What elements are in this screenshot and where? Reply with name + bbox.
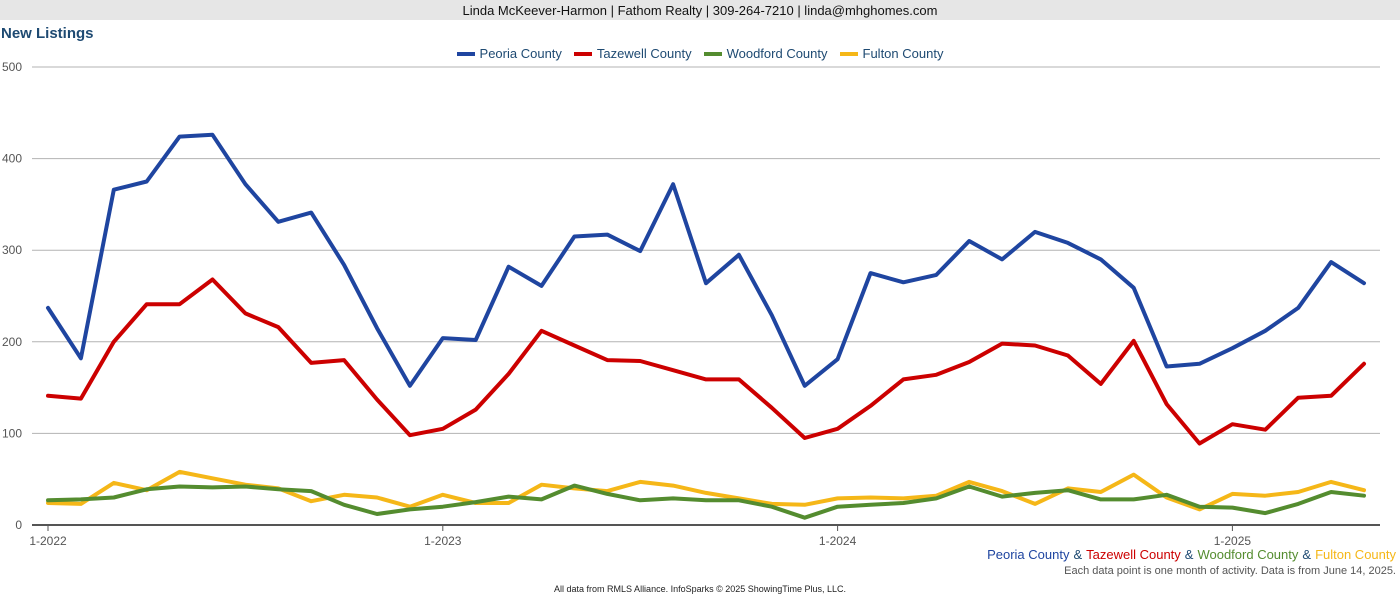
y-tick-label: 400 [2,152,22,166]
series-line-peoria-county[interactable] [46,132,1366,388]
legend-swatch [573,51,592,56]
series-selection-line: Peoria County & Tazewell County & Woodford C… [987,547,1396,562]
x-tick-label: 1-2023 [424,534,462,548]
footer-credit: All data from RMLS Alliance. InfoSparks … [554,584,846,594]
legend-item-tazewell-county[interactable]: Tazewell County [573,46,692,61]
y-tick-label: 300 [2,243,22,257]
data-note: Each data point is one month of activity… [1064,565,1396,577]
y-tick-label: 100 [2,426,22,440]
legend-item-peoria-county[interactable]: Peoria County [456,46,562,61]
y-tick-label: 200 [2,335,22,349]
legend-label: Fulton County [862,46,944,61]
selection-separator: & [1302,547,1312,562]
selection-series-name: Peoria County [987,547,1070,562]
selection-series-name: Woodford County [1197,547,1299,562]
series-line-tazewell-county[interactable] [46,277,1366,446]
x-tick-label: 1-2024 [819,534,857,548]
series-line-fulton-county[interactable] [46,469,1366,512]
legend-item-woodford-county[interactable]: Woodford County [703,46,828,61]
selection-separator: & [1184,547,1194,562]
y-tick-label: 500 [2,60,22,74]
y-tick-label: 0 [15,518,22,532]
chart-title: New Listings [1,25,94,42]
legend-swatch [703,51,722,56]
legend-label: Tazewell County [596,46,692,61]
legend-label: Peoria County [479,46,562,61]
selection-series-name: Fulton County [1315,547,1396,562]
x-tick-label: 1-2022 [29,534,67,548]
legend-swatch [456,51,475,56]
legend-item-fulton-county[interactable]: Fulton County [839,46,944,61]
chart-canvas: 0 100 200 300 400 500 1-2022 1-2023 1-2024 1-2025 [2,60,1380,548]
legend-label: Woodford County [726,46,828,61]
chart-legend: Peoria County Tazewell County Woodford Cou… [0,46,1400,61]
legend-swatch [839,51,858,56]
selection-separator: & [1073,547,1083,562]
x-tick-label: 1-2025 [1214,534,1252,548]
selection-series-name: Tazewell County [1086,547,1181,562]
contact-header: Linda McKeever-Harmon | Fathom Realty | … [0,0,1400,20]
series-line-woodford-county[interactable] [46,483,1366,520]
